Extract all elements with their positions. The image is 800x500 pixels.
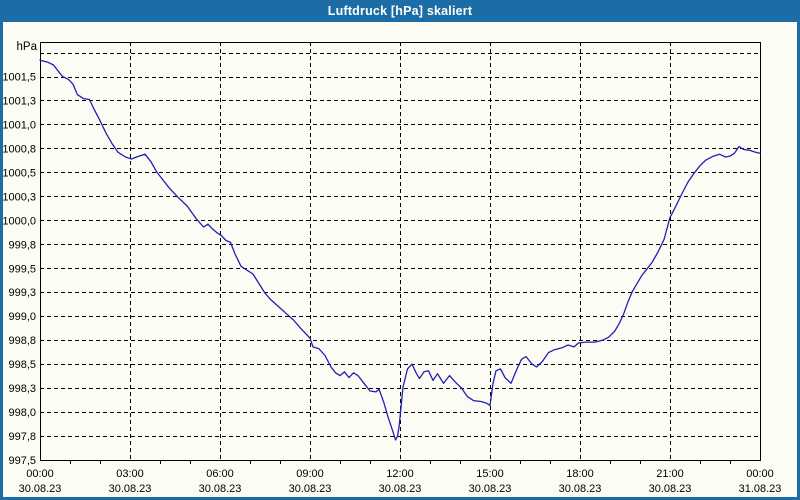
svg-text:00:00: 00:00	[746, 468, 774, 480]
svg-text:1001,0: 1001,0	[3, 119, 36, 131]
svg-text:09:00: 09:00	[296, 468, 324, 480]
x-axis-labels: 00:00 30.08.23 03:00 30.08.23 06:00 30.08.23 0…	[19, 468, 782, 495]
svg-text:997,8: 997,8	[8, 431, 36, 443]
window-title: Luftdruck [hPa] skaliert	[327, 4, 473, 18]
svg-text:12:00: 12:00	[386, 468, 414, 480]
svg-text:1000,5: 1000,5	[3, 167, 36, 179]
svg-text:15:00: 15:00	[476, 468, 504, 480]
svg-text:30.08.23: 30.08.23	[109, 483, 152, 495]
svg-text:999,8: 999,8	[8, 239, 36, 251]
svg-text:31.08.23: 31.08.23	[739, 483, 782, 495]
svg-text:1000,8: 1000,8	[3, 143, 36, 155]
svg-text:30.08.23: 30.08.23	[559, 483, 602, 495]
svg-text:30.08.23: 30.08.23	[649, 483, 692, 495]
svg-text:999,0: 999,0	[8, 311, 36, 323]
svg-text:30.08.23: 30.08.23	[469, 483, 512, 495]
svg-text:998,8: 998,8	[8, 335, 36, 347]
x-minor-ticks	[70, 461, 731, 464]
svg-text:1001,5: 1001,5	[3, 72, 36, 84]
chart-area: 1001,5 1001,3 1001,0 1000,8 1000,5 1000,3 1000…	[3, 22, 797, 497]
svg-text:18:00: 18:00	[566, 468, 594, 480]
svg-text:998,3: 998,3	[8, 383, 36, 395]
y-axis-unit-label: hPa	[17, 41, 38, 53]
plot-frame	[40, 42, 761, 461]
svg-text:1000,3: 1000,3	[3, 191, 36, 203]
svg-text:998,0: 998,0	[8, 407, 36, 419]
svg-text:999,3: 999,3	[8, 287, 36, 299]
svg-text:1001,3: 1001,3	[3, 95, 36, 107]
svg-text:30.08.23: 30.08.23	[199, 483, 242, 495]
svg-text:999,5: 999,5	[8, 263, 36, 275]
y-axis-labels: 1001,5 1001,3 1001,0 1000,8 1000,5 1000,3 1000…	[3, 72, 36, 467]
gridlines	[40, 42, 760, 461]
svg-text:06:00: 06:00	[206, 468, 234, 480]
pressure-series-line	[39, 59, 761, 441]
svg-text:998,5: 998,5	[8, 359, 36, 371]
svg-text:21:00: 21:00	[656, 468, 684, 480]
svg-text:997,5: 997,5	[8, 455, 36, 467]
pressure-line-chart: 1001,5 1001,3 1001,0 1000,8 1000,5 1000,3 1000…	[3, 41, 782, 495]
svg-text:03:00: 03:00	[116, 468, 144, 480]
svg-text:1000,0: 1000,0	[3, 215, 36, 227]
svg-text:00:00: 00:00	[26, 468, 54, 480]
svg-text:30.08.23: 30.08.23	[19, 483, 62, 495]
svg-text:30.08.23: 30.08.23	[379, 483, 422, 495]
window-titlebar[interactable]: Luftdruck [hPa] skaliert	[0, 0, 800, 22]
svg-text:30.08.23: 30.08.23	[289, 483, 332, 495]
